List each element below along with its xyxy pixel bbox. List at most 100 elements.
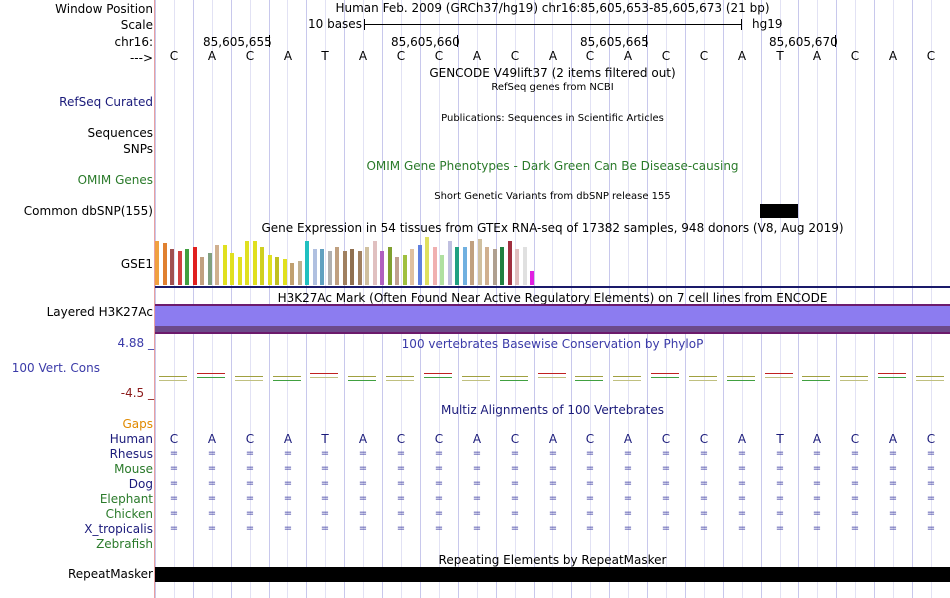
- dbsnp-title[interactable]: Short Genetic Variants from dbSNP releas…: [434, 191, 671, 202]
- gtex-bar[interactable]: [485, 247, 489, 285]
- gtex-bar[interactable]: [200, 257, 204, 285]
- gtex-bar[interactable]: [155, 241, 159, 285]
- species-label[interactable]: Dog: [128, 477, 153, 491]
- gtex-bar[interactable]: [207, 253, 212, 285]
- repeatmasker-title[interactable]: Repeating Elements by RepeatMasker: [438, 553, 667, 567]
- gtex-bar[interactable]: [267, 255, 272, 285]
- snps-label[interactable]: SNPs: [123, 142, 153, 156]
- gaps-label[interactable]: Gaps: [122, 417, 153, 431]
- phylop-score[interactable]: [575, 376, 603, 381]
- gtex-bar[interactable]: [245, 241, 249, 285]
- refseq-title[interactable]: RefSeq genes from NCBI: [491, 82, 614, 93]
- phylop-score[interactable]: [878, 373, 906, 378]
- phylop-score[interactable]: [613, 376, 641, 381]
- gtex-bar[interactable]: [215, 245, 219, 285]
- phylop-score[interactable]: [462, 376, 490, 381]
- phylop-score[interactable]: [348, 376, 376, 381]
- dbsnp-label[interactable]: Common dbSNP(155): [23, 204, 153, 218]
- phylop-score[interactable]: [727, 376, 755, 381]
- phylop-score[interactable]: [424, 373, 452, 378]
- gtex-bar[interactable]: [395, 257, 399, 285]
- dbsnp-variant[interactable]: [760, 204, 798, 218]
- gtex-bar[interactable]: [230, 253, 234, 285]
- gtex-bar[interactable]: [282, 259, 287, 285]
- gtex-title[interactable]: Gene Expression in 54 tissues from GTEx …: [261, 221, 844, 235]
- phylop-score[interactable]: [765, 373, 793, 378]
- phylop-score[interactable]: [159, 376, 187, 381]
- gtex-bar[interactable]: [447, 241, 452, 285]
- phylop-score[interactable]: [273, 376, 301, 381]
- gtex-bar[interactable]: [297, 261, 302, 285]
- gtex-bar[interactable]: [162, 243, 167, 285]
- gtex-bar[interactable]: [192, 247, 197, 285]
- phylop-label[interactable]: 100 Vert. Cons: [11, 361, 100, 375]
- species-label[interactable]: Human: [109, 432, 153, 446]
- refseq-curated-label[interactable]: RefSeq Curated: [59, 95, 153, 109]
- phylop-score[interactable]: [840, 376, 868, 381]
- gtex-bar[interactable]: [237, 257, 242, 285]
- gtex-bar[interactable]: [492, 249, 497, 285]
- gtex-bar[interactable]: [507, 241, 512, 285]
- gtex-bar[interactable]: [425, 237, 429, 285]
- gtex-bar[interactable]: [252, 241, 257, 285]
- gtex-bar[interactable]: [350, 249, 354, 285]
- gtex-bar[interactable]: [365, 247, 369, 285]
- gtex-bar[interactable]: [522, 247, 527, 285]
- gtex-bar[interactable]: [432, 247, 437, 285]
- gtex-bar[interactable]: [320, 249, 324, 285]
- gtex-bar[interactable]: [455, 247, 459, 285]
- phylop-score[interactable]: [916, 376, 944, 381]
- gtex-bar-chart[interactable]: [155, 237, 950, 285]
- phylop-score[interactable]: [651, 373, 679, 378]
- gtex-bar[interactable]: [335, 247, 339, 285]
- gtex-bar[interactable]: [462, 247, 467, 285]
- phylop-score[interactable]: [310, 373, 338, 378]
- species-label[interactable]: Rhesus: [109, 447, 153, 461]
- phylop-score[interactable]: [235, 376, 263, 381]
- phylop-score[interactable]: [500, 376, 528, 381]
- gtex-bar[interactable]: [387, 247, 392, 285]
- species-label[interactable]: Chicken: [105, 507, 153, 521]
- gse1-label[interactable]: GSE1: [120, 257, 153, 271]
- omim-title[interactable]: OMIM Gene Phenotypes - Dark Green Can Be…: [366, 159, 739, 173]
- gtex-bar[interactable]: [470, 241, 474, 285]
- multiz-title[interactable]: Multiz Alignments of 100 Vertebrates: [440, 403, 665, 417]
- gtex-bar[interactable]: [372, 241, 377, 285]
- gtex-bar[interactable]: [312, 249, 317, 285]
- gtex-bar[interactable]: [275, 257, 279, 285]
- gtex-bar[interactable]: [417, 245, 422, 285]
- gtex-bar[interactable]: [500, 247, 504, 285]
- gtex-bar[interactable]: [477, 239, 482, 285]
- gtex-bar[interactable]: [260, 247, 264, 285]
- species-label[interactable]: X_tropicalis: [84, 522, 153, 536]
- repeatmasker-element[interactable]: [155, 567, 950, 582]
- gtex-bar[interactable]: [290, 263, 294, 285]
- publications-title[interactable]: Publications: Sequences in Scientific Ar…: [441, 113, 664, 124]
- phylop-score[interactable]: [802, 376, 830, 381]
- repeatmasker-label[interactable]: RepeatMasker: [67, 567, 153, 581]
- gtex-bar[interactable]: [185, 249, 189, 285]
- phylop-title[interactable]: 100 vertebrates Basewise Conservation by…: [401, 337, 704, 351]
- species-label[interactable]: Mouse: [114, 462, 153, 476]
- phylop-score[interactable]: [689, 376, 717, 381]
- gtex-bar[interactable]: [380, 251, 384, 285]
- gtex-bar[interactable]: [327, 251, 332, 285]
- species-label[interactable]: Elephant: [99, 492, 153, 506]
- phylop-score[interactable]: [197, 373, 225, 378]
- gtex-bar[interactable]: [170, 249, 174, 285]
- gtex-bar[interactable]: [515, 249, 519, 285]
- gtex-bar[interactable]: [440, 255, 444, 285]
- gtex-bar[interactable]: [410, 249, 414, 285]
- gtex-bar[interactable]: [402, 255, 407, 285]
- h3k27-title[interactable]: H3K27Ac Mark (Often Found Near Active Re…: [277, 291, 828, 305]
- species-label[interactable]: Zebrafish: [96, 537, 153, 551]
- omim-genes-label[interactable]: OMIM Genes: [77, 173, 153, 187]
- h3k27-label[interactable]: Layered H3K27Ac: [46, 305, 153, 319]
- gtex-bar[interactable]: [530, 271, 534, 285]
- gtex-bar[interactable]: [177, 251, 182, 285]
- gtex-bar[interactable]: [342, 251, 347, 285]
- phylop-score[interactable]: [538, 373, 566, 378]
- gencode-title[interactable]: GENCODE V49lift37 (2 items filtered out): [429, 66, 676, 80]
- sequences-label[interactable]: Sequences: [87, 126, 153, 140]
- gtex-bar[interactable]: [305, 241, 309, 285]
